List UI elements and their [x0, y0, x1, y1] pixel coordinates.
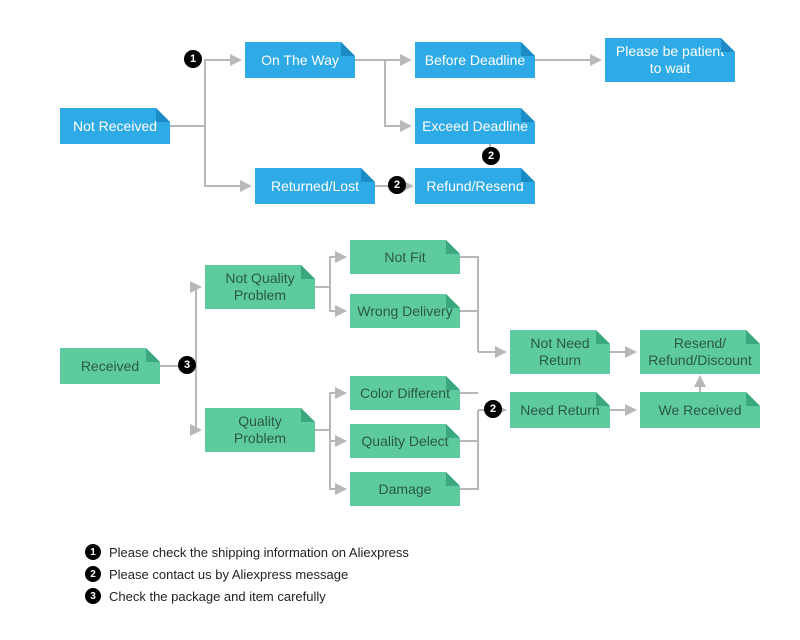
edge-10	[196, 366, 200, 430]
fold-corner-icon	[446, 240, 460, 254]
legend: 1 Please check the shipping information …	[85, 544, 409, 610]
legend-text-2: Please contact us by Aliexpress message	[109, 567, 348, 582]
fold-corner-icon	[746, 330, 760, 344]
legend-badge-1: 1	[85, 544, 101, 560]
node-damage: Damage	[350, 472, 460, 506]
fold-corner-icon	[596, 330, 610, 344]
legend-item: 3 Check the package and item carefully	[85, 588, 409, 604]
node-need_return: Need Return	[510, 392, 610, 428]
node-received: Received	[60, 348, 160, 384]
node-not_need_return: Not Need Return	[510, 330, 610, 374]
edge-11	[315, 257, 345, 287]
node-label: Need Return	[520, 402, 599, 419]
edge-14	[315, 430, 345, 441]
node-label: Exceed Deadline	[422, 118, 528, 135]
legend-badge-2: 2	[85, 566, 101, 582]
fold-corner-icon	[521, 42, 535, 56]
node-refund_resend: Refund/Resend	[415, 168, 535, 204]
fold-corner-icon	[521, 108, 535, 122]
node-returned_lost: Returned/Lost	[255, 168, 375, 204]
node-resend_refund: Resend/ Refund/Discount	[640, 330, 760, 374]
badge-b2c: 2	[484, 400, 502, 418]
edge-20	[460, 410, 478, 489]
badge-b2b: 2	[388, 176, 406, 194]
node-label: On The Way	[261, 52, 339, 69]
fold-corner-icon	[301, 265, 315, 279]
edge-15	[315, 430, 345, 489]
fold-corner-icon	[446, 294, 460, 308]
node-label: Not Fit	[384, 249, 425, 266]
legend-badge-3: 3	[85, 588, 101, 604]
node-label: Please be patient to wait	[611, 43, 729, 77]
node-label: Returned/Lost	[271, 178, 359, 195]
edge-13	[315, 393, 345, 430]
node-wrong_delivery: Wrong Delivery	[350, 294, 460, 328]
legend-item: 1 Please check the shipping information …	[85, 544, 409, 560]
node-label: Color Different	[360, 385, 450, 402]
edge-16	[460, 257, 478, 352]
node-before_deadline: Before Deadline	[415, 42, 535, 78]
node-not_quality: Not Quality Problem	[205, 265, 315, 309]
node-please_wait: Please be patient to wait	[605, 38, 735, 82]
fold-corner-icon	[301, 408, 315, 422]
node-quality: Quality Problem	[205, 408, 315, 452]
node-label: Not Quality Problem	[211, 270, 309, 304]
node-we_received: We Received	[640, 392, 760, 428]
badge-b1: 1	[184, 50, 202, 68]
badge-b2a: 2	[482, 147, 500, 165]
edge-4	[385, 60, 410, 126]
fold-corner-icon	[746, 392, 760, 406]
node-label: Quality Problem	[211, 413, 309, 447]
node-not_received: Not Received	[60, 108, 170, 144]
node-label: Before Deadline	[425, 52, 525, 69]
node-on_the_way: On The Way	[245, 42, 355, 78]
edge-9	[196, 287, 200, 366]
edge-0	[170, 60, 240, 126]
legend-text-1: Please check the shipping information on…	[109, 545, 409, 560]
node-label: Not Received	[73, 118, 157, 135]
node-quality_delect: Quality Delect	[350, 424, 460, 458]
node-label: Not Need Return	[516, 335, 604, 369]
node-label: Wrong Delivery	[357, 303, 452, 320]
node-label: Received	[81, 358, 139, 375]
legend-text-3: Check the package and item carefully	[109, 589, 326, 604]
badge-b3: 3	[178, 356, 196, 374]
legend-item: 2 Please contact us by Aliexpress messag…	[85, 566, 409, 582]
fold-corner-icon	[341, 42, 355, 56]
node-label: Damage	[379, 481, 432, 498]
fold-corner-icon	[521, 168, 535, 182]
node-exceed_deadline: Exceed Deadline	[415, 108, 535, 144]
node-label: Quality Delect	[361, 433, 448, 450]
fold-corner-icon	[156, 108, 170, 122]
fold-corner-icon	[446, 376, 460, 390]
node-label: We Received	[658, 402, 741, 419]
edge-1	[170, 126, 250, 186]
fold-corner-icon	[446, 472, 460, 486]
node-not_fit: Not Fit	[350, 240, 460, 274]
fold-corner-icon	[596, 392, 610, 406]
fold-corner-icon	[146, 348, 160, 362]
node-label: Resend/ Refund/Discount	[646, 335, 754, 369]
fold-corner-icon	[361, 168, 375, 182]
node-label: Refund/Resend	[426, 178, 523, 195]
fold-corner-icon	[721, 38, 735, 52]
node-color_diff: Color Different	[350, 376, 460, 410]
fold-corner-icon	[446, 424, 460, 438]
edge-12	[315, 287, 345, 311]
